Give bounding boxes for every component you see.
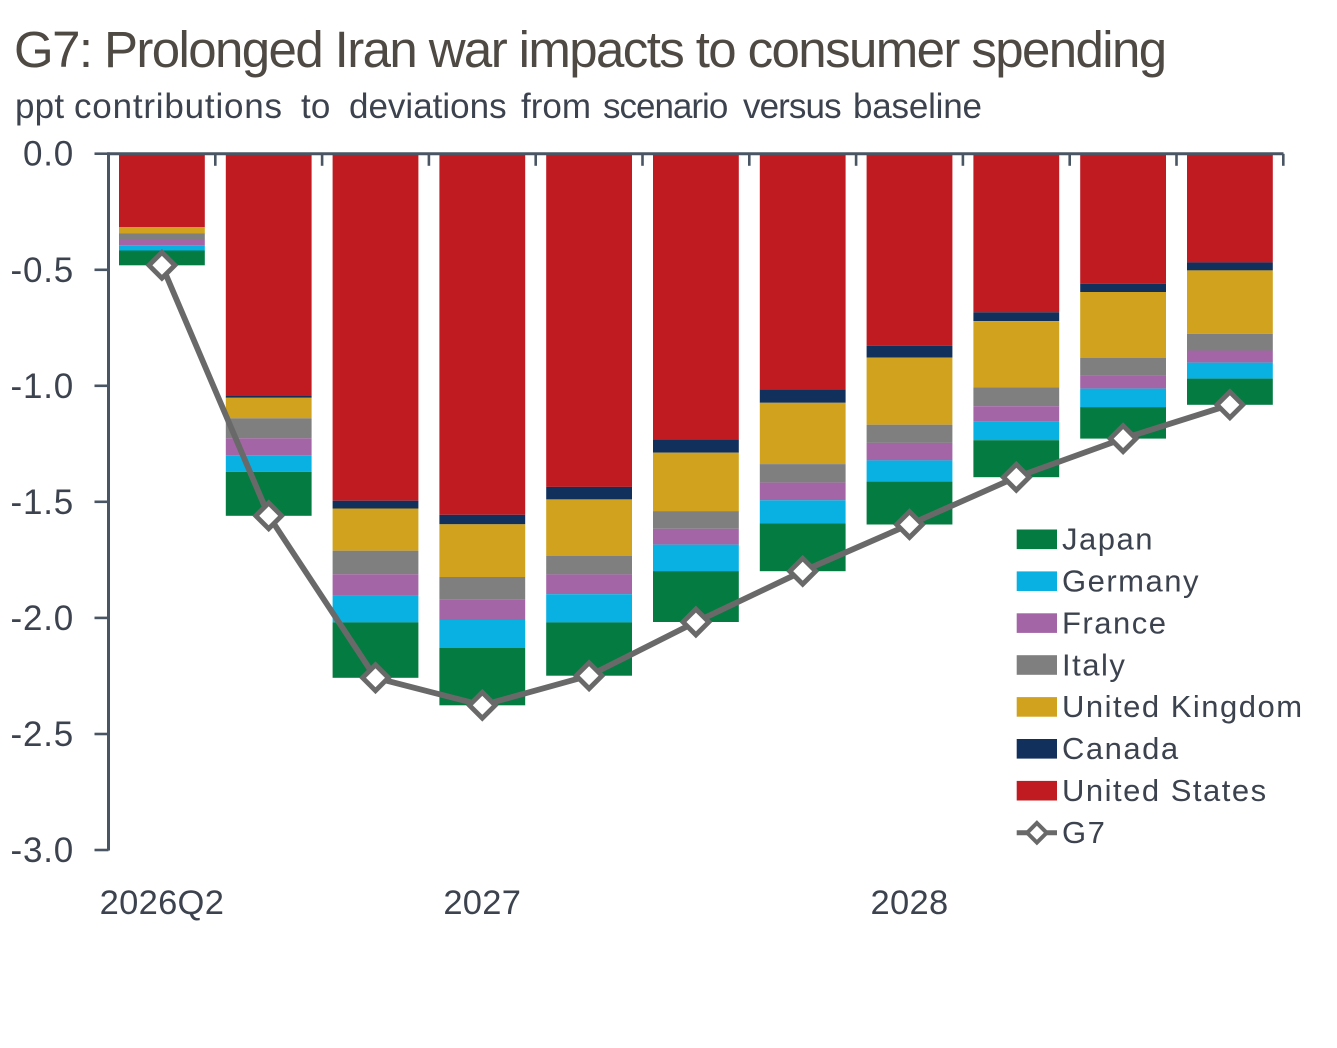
svg-text:versus: versus: [743, 87, 841, 126]
svg-text:Germany: Germany: [1062, 564, 1200, 599]
svg-text:2028: 2028: [871, 884, 949, 922]
svg-text:-0.5: -0.5: [10, 251, 74, 290]
svg-text:-1.5: -1.5: [10, 483, 74, 522]
svg-text:-2.5: -2.5: [10, 715, 74, 754]
svg-text:deviations: deviations: [349, 87, 507, 126]
svg-text:-2.0: -2.0: [10, 599, 74, 638]
svg-text:-1.0: -1.0: [10, 367, 74, 406]
svg-text:Italy: Italy: [1062, 647, 1126, 682]
svg-text:G7: G7: [1062, 815, 1106, 850]
svg-text:2027: 2027: [443, 884, 521, 922]
svg-text:0.0: 0.0: [23, 135, 74, 174]
svg-text:from: from: [521, 87, 591, 126]
svg-text:contributions: contributions: [74, 87, 283, 126]
svg-text:ppt: ppt: [15, 87, 64, 126]
svg-text:France: France: [1062, 605, 1167, 640]
svg-text:Japan: Japan: [1062, 522, 1154, 557]
svg-text:to: to: [301, 87, 331, 126]
svg-text:Canada: Canada: [1062, 731, 1180, 766]
svg-text:2026Q2: 2026Q2: [100, 884, 225, 922]
svg-text:baseline: baseline: [853, 87, 982, 126]
svg-text:scenario: scenario: [603, 87, 727, 126]
svg-text:United Kingdom: United Kingdom: [1062, 689, 1304, 724]
svg-text:United States: United States: [1062, 773, 1268, 808]
svg-text:-3.0: -3.0: [10, 831, 74, 870]
svg-text:G7: Prolonged Iran war impacts: G7: Prolonged Iran war impacts to consum…: [14, 21, 1166, 78]
